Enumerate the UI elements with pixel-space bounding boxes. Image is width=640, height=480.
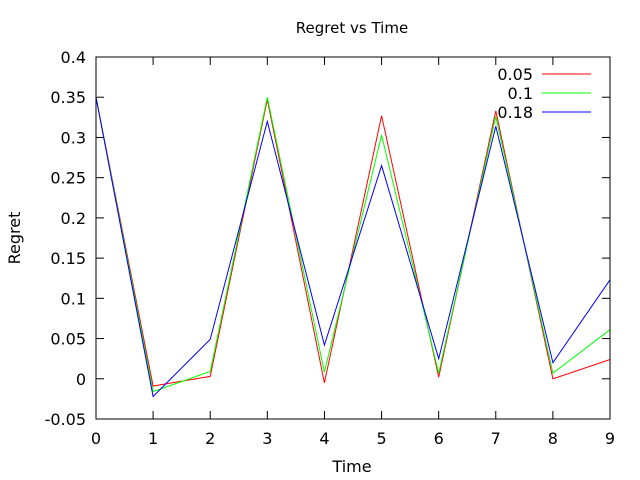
plot-frame bbox=[95, 56, 611, 420]
x-tick-label: 8 bbox=[548, 429, 558, 448]
y-tick-label: 0.25 bbox=[50, 169, 86, 188]
y-tick-label: 0.05 bbox=[50, 330, 86, 349]
legend-label: 0.18 bbox=[497, 103, 533, 122]
x-tick-label: 6 bbox=[434, 429, 444, 448]
series-layer bbox=[95, 97, 611, 398]
x-tick-label: 5 bbox=[376, 429, 386, 448]
x-tick-label: 2 bbox=[205, 429, 215, 448]
x-tick-label: 1 bbox=[148, 429, 158, 448]
y-tick-label: 0 bbox=[76, 370, 86, 389]
series-line-0.1 bbox=[95, 97, 611, 393]
y-tick-label: 0.4 bbox=[61, 48, 86, 67]
series-line-0.05 bbox=[95, 97, 611, 387]
x-tick-label: 4 bbox=[319, 429, 329, 448]
legend: 0.050.10.18 bbox=[497, 65, 591, 122]
y-tick-label: 0.15 bbox=[50, 249, 86, 268]
x-tick-label: 3 bbox=[262, 429, 272, 448]
y-tick-label: -0.05 bbox=[45, 410, 86, 429]
y-tick-label: 0.3 bbox=[61, 128, 86, 147]
y-axis-label: Regret bbox=[5, 212, 24, 265]
chart-title: Regret vs Time bbox=[296, 19, 408, 37]
x-tick-label: 0 bbox=[91, 429, 101, 448]
x-tick-label: 7 bbox=[491, 429, 501, 448]
legend-label: 0.1 bbox=[508, 84, 533, 103]
y-tick-label: 0.1 bbox=[61, 289, 86, 308]
legend-label: 0.05 bbox=[497, 65, 533, 84]
series-line-0.18 bbox=[95, 97, 611, 398]
x-tick-label: 9 bbox=[605, 429, 615, 448]
x-axis-ticks: 0 1 2 3 4 5 6 7 8 9 bbox=[91, 57, 615, 448]
y-tick-label: 0.35 bbox=[50, 88, 86, 107]
y-tick-label: 0.2 bbox=[61, 209, 86, 228]
x-axis-label: Time bbox=[331, 457, 371, 476]
